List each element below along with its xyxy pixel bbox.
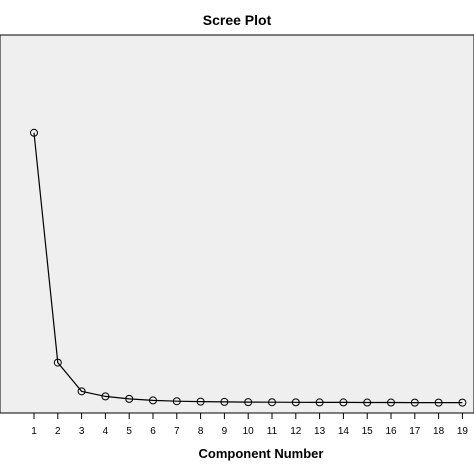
data-point — [196, 397, 205, 406]
x-tick-label: 5 — [126, 426, 132, 437]
x-tick-label: 9 — [222, 426, 228, 437]
x-tick-label: 15 — [362, 426, 374, 437]
data-point — [291, 398, 300, 407]
x-axis-ticks — [33, 413, 463, 419]
data-point — [172, 397, 181, 406]
data-point — [244, 398, 253, 407]
data-point — [315, 398, 324, 407]
series-line — [33, 132, 463, 404]
x-tick-label: 7 — [174, 426, 180, 437]
x-tick-label: 6 — [150, 426, 156, 437]
plot-area — [0, 34, 474, 414]
x-tick-label: 18 — [433, 426, 445, 437]
x-tick-label: 2 — [55, 426, 61, 437]
x-tick-label: 17 — [409, 426, 421, 437]
data-point — [53, 358, 62, 367]
x-tick-label: 14 — [338, 426, 350, 437]
data-point — [30, 128, 38, 137]
data-point — [339, 398, 348, 407]
series-points — [30, 128, 467, 407]
data-point — [410, 398, 419, 407]
x-axis-label: Component Number — [199, 446, 324, 461]
x-tick-label: 3 — [79, 426, 85, 437]
data-point — [387, 398, 395, 407]
x-tick-label: 12 — [290, 426, 302, 437]
data-point — [77, 387, 86, 396]
data-point — [458, 398, 467, 407]
data-point — [125, 394, 134, 403]
data-point — [268, 398, 276, 407]
chart-title: Scree Plot — [203, 12, 272, 28]
x-tick-label: 11 — [267, 426, 278, 437]
x-tick-label: 16 — [385, 426, 397, 437]
data-point — [434, 398, 443, 407]
x-tick-label: 4 — [103, 426, 109, 437]
x-tick-label: 1 — [31, 426, 37, 437]
x-tick-label: 8 — [198, 426, 204, 437]
data-point — [149, 396, 157, 405]
x-axis-tick-labels: 1 2 3 4 5 6 7 8 9 10 11 12 13 14 15 16 17 18 19 — [31, 426, 468, 437]
x-tick-label: 19 — [457, 426, 469, 437]
data-point — [363, 398, 372, 407]
data-point — [220, 397, 229, 406]
x-tick-label: 10 — [243, 426, 255, 437]
x-tick-label: 13 — [314, 426, 326, 437]
data-point — [101, 392, 110, 401]
